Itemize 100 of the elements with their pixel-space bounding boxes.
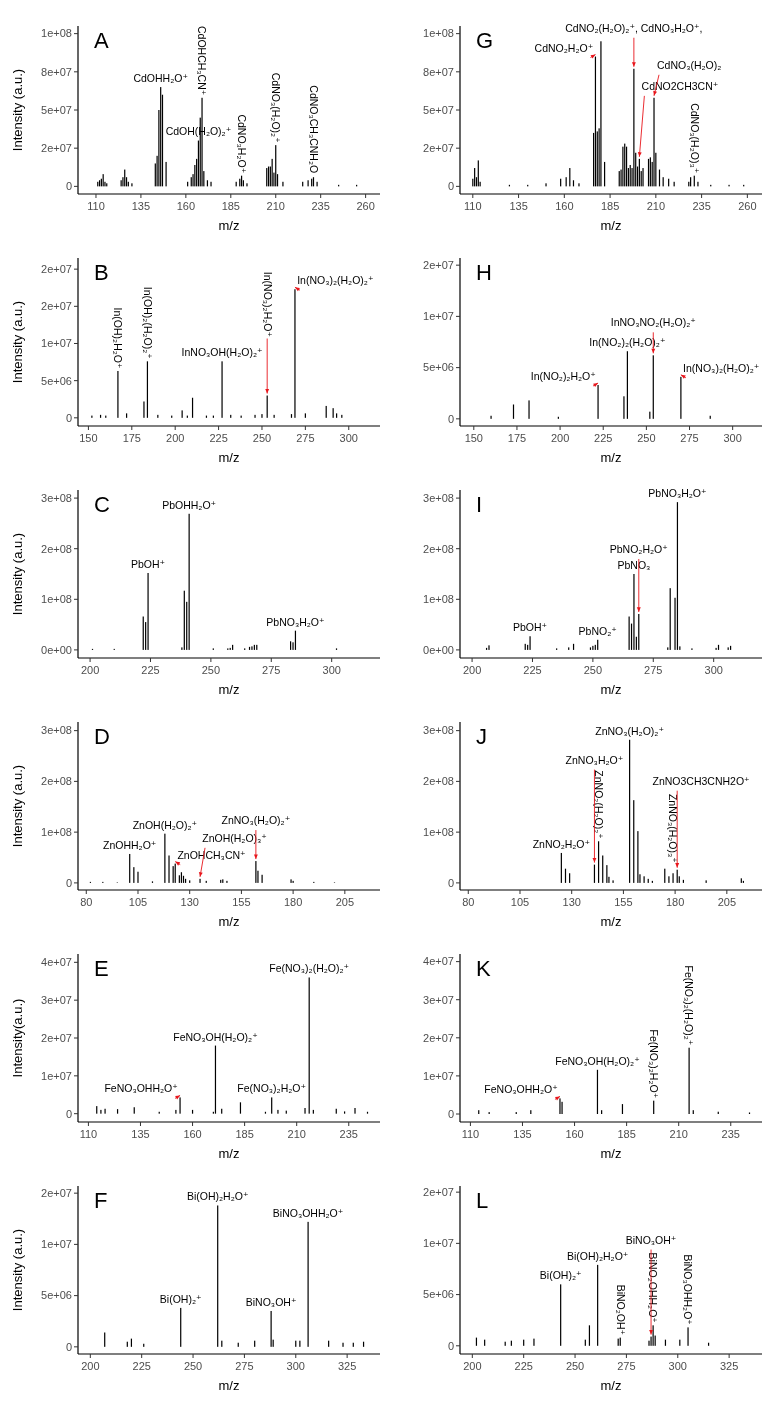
x-tick-label: 205 bbox=[717, 896, 737, 908]
annotation: CdNO₃(H₂O)₂ bbox=[657, 58, 722, 71]
x-tick-label: 250 bbox=[565, 1360, 585, 1372]
x-tick-label: 105 bbox=[510, 896, 530, 908]
y-tick-label: 8e+07 bbox=[423, 65, 454, 78]
annotation: CdOHH₂O⁺ bbox=[133, 72, 188, 85]
y-tick-label: 0e+00 bbox=[423, 643, 454, 656]
annotation: BiNO₃OH⁺ bbox=[245, 1295, 297, 1308]
x-tick-label: 210 bbox=[646, 200, 666, 212]
y-axis-title: Intensity (a.u.) bbox=[10, 68, 25, 152]
annotation: FeNO₃OHH₂O⁺ bbox=[104, 1082, 178, 1095]
annotation: FeNO₃OHH₂O⁺ bbox=[484, 1083, 558, 1096]
annotation: Bi(OH)₂⁺ bbox=[159, 1292, 202, 1305]
y-tick-label: 8e+07 bbox=[41, 65, 72, 78]
y-tick-label: 5e+06 bbox=[423, 361, 454, 374]
annotation: ZnNO₂H₂O⁺ bbox=[532, 837, 591, 850]
y-tick-label: 0 bbox=[447, 180, 454, 193]
x-tick-label: 300 bbox=[322, 664, 341, 676]
y-tick-label: 1e+08 bbox=[423, 27, 454, 40]
chart-title: I bbox=[476, 492, 483, 517]
x-tick-label: 225 bbox=[132, 1360, 151, 1372]
x-tick-label: 110 bbox=[87, 200, 105, 212]
annotation: CdNO2CH3CN⁺ bbox=[641, 79, 719, 92]
x-tick-label: 110 bbox=[79, 1128, 98, 1140]
y-tick-label: 1e+07 bbox=[423, 310, 454, 323]
annotation: Fe(NO₃)₂H₂O⁺ bbox=[648, 1029, 661, 1099]
x-tick-label: 325 bbox=[337, 1360, 357, 1372]
chart-title: J bbox=[476, 724, 487, 749]
y-tick-label: 4e+07 bbox=[41, 956, 72, 969]
annotation: ZnNO₃(H₂O)₂⁺ bbox=[595, 724, 664, 737]
annotation: CdNO₂H₂O⁺ bbox=[534, 41, 594, 54]
x-tick-label: 200 bbox=[81, 1360, 100, 1372]
chart-title: D bbox=[94, 724, 110, 749]
x-tick-label: 225 bbox=[209, 432, 228, 444]
x-tick-label: 150 bbox=[464, 432, 483, 444]
y-tick-label: 1e+08 bbox=[423, 825, 454, 838]
x-tick-label: 250 bbox=[201, 664, 221, 676]
annotation: FeNO₃OH(H₂O)₂⁺ bbox=[555, 1054, 640, 1067]
annotation: CdNO₂(H₂O)₂⁺, CdNO₃H₂O⁺, bbox=[565, 21, 703, 34]
y-tick-label: 3e+07 bbox=[41, 994, 72, 1007]
x-tick-label: 235 bbox=[692, 200, 711, 212]
x-axis-title: m/z bbox=[600, 914, 622, 929]
y-tick-label: 0 bbox=[447, 1339, 454, 1352]
x-tick-label: 175 bbox=[507, 432, 527, 444]
x-axis-title: m/z bbox=[600, 1378, 622, 1393]
x-tick-label: 300 bbox=[668, 1360, 687, 1372]
x-tick-label: 135 bbox=[509, 200, 528, 212]
annotation: ZnOH(H₂O)₃⁺ bbox=[202, 831, 267, 844]
x-tick-label: 225 bbox=[514, 1360, 533, 1372]
chart-title: B bbox=[94, 260, 109, 285]
x-tick-label: 185 bbox=[617, 1128, 636, 1140]
x-tick-label: 260 bbox=[738, 200, 757, 212]
annotation: Bi(OH)₂H₂O⁺ bbox=[186, 1190, 249, 1203]
x-tick-label: 200 bbox=[166, 432, 185, 444]
y-tick-label: 5e+07 bbox=[41, 103, 72, 116]
x-tick-label: 135 bbox=[131, 1128, 150, 1140]
x-tick-label: 135 bbox=[131, 200, 151, 212]
x-tick-label: 275 bbox=[296, 432, 315, 444]
annotation: ZnOHH₂O⁺ bbox=[103, 838, 157, 851]
y-tick-label: 1e+07 bbox=[41, 1238, 72, 1251]
y-tick-label: 2e+07 bbox=[41, 1187, 72, 1200]
annotation: ZnNO₃H₂O⁺ bbox=[565, 753, 624, 766]
y-tick-label: 0 bbox=[447, 412, 454, 425]
x-tick-label: 250 bbox=[183, 1360, 203, 1372]
y-tick-label: 0 bbox=[65, 1340, 72, 1353]
x-tick-label: 110 bbox=[464, 200, 482, 212]
annotation: In(OH)₂H₂O⁺ bbox=[112, 307, 125, 369]
annotation: In(NO₂)₂H₂O⁺ bbox=[530, 370, 596, 383]
annotation: CdOHCH₃CN⁺ bbox=[196, 26, 209, 96]
y-tick-label: 3e+08 bbox=[423, 491, 454, 504]
y-tick-label: 0 bbox=[65, 876, 72, 889]
x-tick-label: 235 bbox=[311, 200, 330, 212]
x-tick-label: 105 bbox=[128, 896, 148, 908]
x-tick-label: 200 bbox=[80, 664, 100, 676]
x-tick-label: 155 bbox=[614, 896, 633, 908]
x-tick-label: 210 bbox=[669, 1128, 688, 1140]
y-tick-label: 1e+08 bbox=[41, 825, 72, 838]
annotation: In(NO₃)₂(H₂O)₂⁺ bbox=[683, 361, 760, 374]
chart-title: A bbox=[94, 28, 109, 53]
x-tick-label: 155 bbox=[232, 896, 251, 908]
y-tick-label: 0 bbox=[65, 1107, 72, 1120]
y-tick-label: 5e+07 bbox=[423, 103, 454, 116]
y-tick-label: 1e+07 bbox=[423, 1069, 454, 1082]
annotation: In(NO₃)₂(H₂O)₂⁺ bbox=[297, 274, 374, 287]
x-tick-label: 150 bbox=[79, 432, 98, 444]
annotation: BiNO₂OHH₂O⁺ bbox=[647, 1252, 660, 1323]
annotation: Fe(NO₃)₂(H₂O)₂⁺ bbox=[269, 962, 350, 975]
x-tick-label: 135 bbox=[513, 1128, 532, 1140]
x-tick-label: 225 bbox=[141, 664, 160, 676]
annotation: Bi(OH)₂H₂O⁺ bbox=[566, 1249, 629, 1262]
annotation: PbNO₂⁺ bbox=[578, 624, 617, 637]
chart-title: C bbox=[94, 492, 110, 517]
y-tick-label: 0 bbox=[65, 411, 72, 424]
y-axis-title: Intensity(a.u.) bbox=[10, 998, 25, 1078]
chart-title: F bbox=[94, 1188, 108, 1213]
x-tick-label: 110 bbox=[461, 1128, 480, 1140]
annotation: BiNO₂OH⁺ bbox=[614, 1284, 627, 1336]
x-tick-label: 250 bbox=[252, 432, 272, 444]
x-tick-label: 275 bbox=[680, 432, 699, 444]
x-axis-title: m/z bbox=[218, 450, 240, 465]
